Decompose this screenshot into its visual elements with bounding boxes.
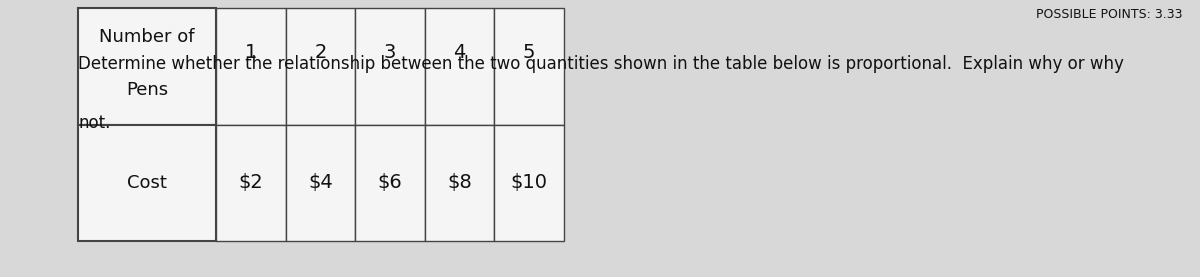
- Bar: [355, 125, 425, 241]
- Text: 4: 4: [454, 43, 466, 62]
- Bar: [78, 8, 216, 125]
- Text: $2: $2: [239, 173, 263, 192]
- Text: 5: 5: [523, 43, 535, 62]
- Text: Pens: Pens: [126, 81, 168, 99]
- Text: 1: 1: [245, 43, 257, 62]
- Bar: [425, 8, 494, 125]
- Text: POSSIBLE POINTS: 3.33: POSSIBLE POINTS: 3.33: [1036, 8, 1182, 21]
- Text: $10: $10: [511, 173, 547, 192]
- Text: Number of: Number of: [100, 29, 194, 46]
- Bar: [286, 8, 355, 125]
- Bar: [425, 125, 494, 241]
- Bar: [286, 125, 355, 241]
- Text: not.: not.: [78, 114, 110, 132]
- Text: 2: 2: [314, 43, 326, 62]
- Text: $8: $8: [448, 173, 472, 192]
- Bar: [355, 8, 425, 125]
- Bar: [494, 8, 564, 125]
- Text: 3: 3: [384, 43, 396, 62]
- Text: Determine whether the relationship between the two quantities shown in the table: Determine whether the relationship betwe…: [78, 55, 1124, 73]
- Text: $4: $4: [308, 173, 332, 192]
- Bar: [216, 125, 286, 241]
- Text: $6: $6: [378, 173, 402, 192]
- Bar: [78, 125, 216, 241]
- Bar: [216, 8, 286, 125]
- Bar: [494, 125, 564, 241]
- Text: Cost: Cost: [127, 174, 167, 192]
